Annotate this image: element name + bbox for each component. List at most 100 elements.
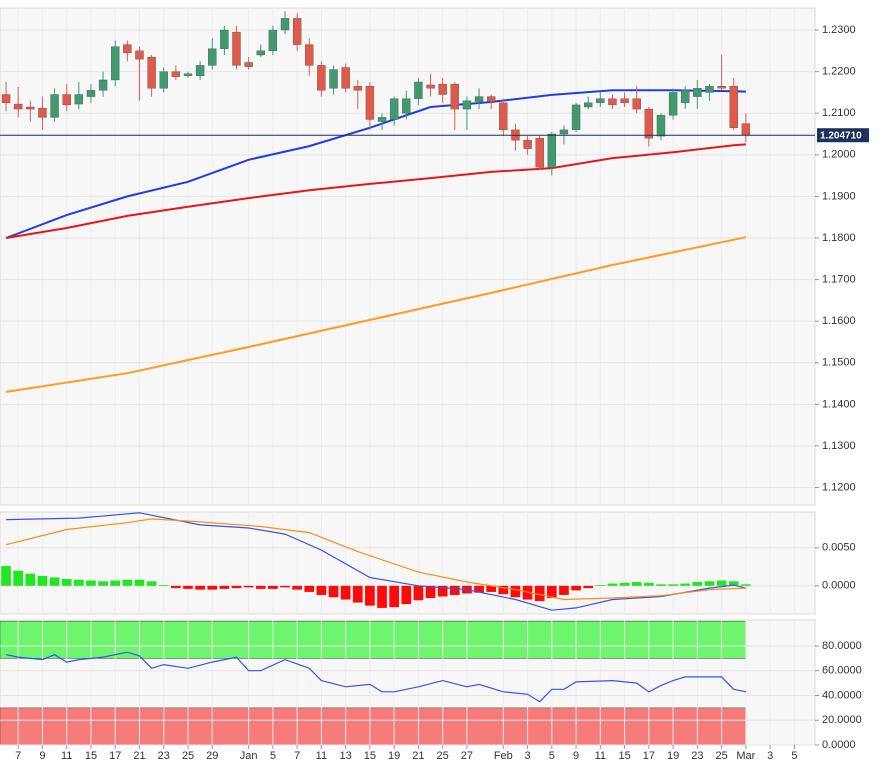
macd-bar	[546, 585, 557, 599]
macd-bar	[292, 585, 302, 590]
candle-body	[353, 85, 362, 91]
macd-bar	[207, 585, 218, 590]
macd-bar	[668, 584, 678, 586]
y-tick-label: 1.1200	[822, 481, 856, 493]
macd-bar	[183, 585, 193, 589]
candle-body	[620, 98, 629, 104]
macd-bar	[352, 585, 363, 603]
macd-bar	[73, 579, 84, 586]
macd-bar	[195, 585, 205, 590]
x-tick-label: 7	[294, 750, 300, 762]
x-tick-label: Feb	[494, 750, 513, 762]
y-tick-label: 1.1400	[822, 398, 856, 410]
candle-body	[547, 133, 557, 168]
rsi-band	[0, 707, 747, 746]
x-tick-label: 17	[109, 750, 121, 762]
x-tick-label: 27	[461, 750, 473, 762]
candle-body	[111, 46, 120, 81]
macd-bar	[49, 577, 60, 586]
candle-body	[220, 29, 229, 49]
candle-body	[656, 115, 666, 137]
macd-bar	[328, 585, 339, 598]
x-tick-label: 25	[715, 750, 727, 762]
macd-bar	[122, 579, 133, 586]
macd-bar	[37, 575, 48, 586]
y-tick-label: 0.0050	[822, 542, 856, 554]
macd-bar	[243, 585, 254, 588]
candle-body	[741, 123, 751, 136]
candle-body	[147, 56, 156, 89]
x-tick-label: 21	[412, 750, 424, 762]
macd-bar	[146, 581, 157, 586]
candle-body	[74, 94, 84, 105]
y-tick-label: 1.2300	[822, 24, 856, 36]
candle-body	[341, 67, 350, 89]
candle-body	[426, 84, 435, 89]
candle-body	[232, 31, 241, 66]
candle-body	[183, 73, 193, 76]
macd-bar	[110, 580, 121, 586]
candle-body	[486, 96, 496, 102]
y-tick-label: 20.0000	[822, 714, 862, 726]
candle-body	[268, 29, 278, 52]
candle-body	[668, 92, 678, 116]
candle-body	[26, 106, 35, 110]
macd-bar	[255, 585, 266, 589]
macd-bar	[595, 585, 606, 586]
x-tick-label: 21	[133, 750, 145, 762]
candle-body	[38, 108, 47, 118]
x-tick-label: 5	[270, 750, 276, 762]
macd-bar	[86, 580, 96, 586]
x-tick-label: 15	[618, 750, 630, 762]
y-tick-label: 0.0000	[822, 739, 856, 751]
candle-body	[50, 94, 59, 118]
indicator-line	[5, 89, 746, 239]
candle-body	[389, 98, 399, 120]
candle-body	[280, 18, 290, 31]
x-tick-label: 5	[791, 750, 797, 762]
macd-bar	[61, 578, 72, 586]
candle-body	[571, 104, 581, 131]
macd-bar	[680, 583, 691, 586]
indicator-line	[5, 518, 746, 601]
y-tick-label: 1.1800	[822, 232, 856, 244]
x-tick-label: 13	[340, 750, 352, 762]
candle-body	[244, 62, 253, 67]
macd-bar	[377, 585, 387, 608]
macd-bar	[716, 580, 727, 586]
x-tick-label: Jan	[240, 750, 258, 762]
macd-bar	[340, 585, 351, 600]
x-tick-label: 11	[316, 750, 327, 762]
x-tick-label: 11	[61, 750, 72, 762]
y-tick-label: 1.2000	[822, 149, 856, 161]
candle-body	[402, 98, 411, 114]
y-tick-label: 60.0000	[822, 665, 862, 677]
x-tick-label: 9	[39, 750, 45, 762]
macd-bar	[268, 585, 278, 589]
macd-bar	[25, 573, 36, 586]
candle-body	[632, 98, 641, 110]
macd-bar	[631, 582, 642, 586]
candle-body	[317, 65, 326, 91]
y-tick-label: 1.1500	[822, 357, 856, 369]
candle-body	[608, 98, 617, 106]
candle-body	[462, 100, 472, 110]
x-tick-label: 5	[549, 750, 555, 762]
x-tick-label: 15	[364, 750, 376, 762]
candle-body	[292, 18, 302, 45]
candle-body	[438, 83, 447, 95]
y-tick-label: 1.2200	[822, 66, 856, 78]
y-tick-label: 80.0000	[822, 640, 862, 652]
candle-body	[535, 137, 544, 168]
candle-body	[693, 88, 702, 97]
macd-bar	[607, 583, 618, 586]
macd-bar	[486, 585, 497, 592]
macd-bar	[449, 585, 460, 595]
panel-background	[0, 7, 816, 506]
macd-bar	[1, 566, 11, 586]
y-tick-label: 1.1300	[822, 440, 856, 452]
y-tick-label: 1.1700	[822, 273, 856, 285]
macd-bar	[98, 581, 108, 586]
macd-bar	[219, 585, 230, 589]
